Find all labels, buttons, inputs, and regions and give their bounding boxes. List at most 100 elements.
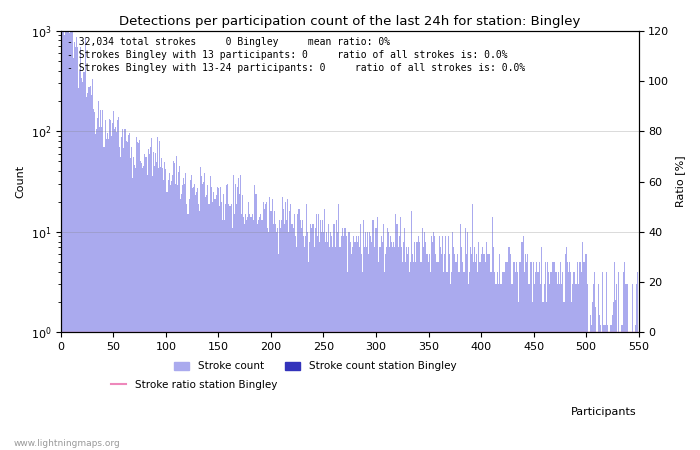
Bar [92, 79, 93, 450]
Bar [287, 199, 288, 450]
Bar [285, 202, 286, 450]
Bar [241, 214, 242, 450]
Bar [74, 42, 75, 450]
Bar [407, 254, 408, 450]
Bar [291, 224, 293, 450]
Bar [257, 224, 258, 450]
Bar [228, 204, 230, 450]
Bar [424, 232, 425, 450]
Bar [134, 165, 135, 450]
Bar [310, 224, 312, 450]
Bar [385, 254, 386, 450]
Bar [363, 220, 364, 450]
Bar [614, 262, 615, 450]
Bar [633, 333, 634, 450]
Bar [499, 254, 500, 450]
Bar [542, 302, 543, 450]
Bar [457, 254, 458, 450]
Bar [279, 220, 280, 450]
Bar [466, 254, 467, 450]
Bar [536, 262, 537, 450]
Bar [305, 236, 306, 450]
Bar [368, 254, 369, 450]
Bar [71, 14, 72, 450]
Bar [393, 242, 394, 450]
Bar [253, 185, 255, 450]
Bar [243, 217, 244, 450]
Bar [316, 236, 318, 450]
Bar [524, 254, 526, 450]
Bar [534, 284, 535, 450]
Bar [591, 324, 592, 450]
Bar [142, 168, 144, 450]
Bar [592, 302, 593, 450]
Bar [519, 262, 520, 450]
Text: Participants: Participants [571, 407, 637, 417]
Bar [173, 161, 174, 450]
Stroke ratio station Bingley [321, 330, 329, 335]
Bar [377, 262, 379, 450]
Bar [73, 58, 74, 450]
Bar [354, 242, 356, 450]
Bar [102, 110, 104, 450]
Bar [156, 162, 157, 450]
Bar [96, 129, 97, 450]
Title: Detections per participation count of the last 24h for station: Bingley: Detections per participation count of th… [119, 15, 580, 28]
Bar [169, 185, 171, 450]
Bar [626, 284, 628, 450]
Bar [286, 220, 287, 450]
Stroke ratio station Bingley [58, 330, 66, 335]
Bar [586, 254, 587, 450]
Bar [543, 284, 545, 450]
Bar [122, 129, 123, 450]
Bar [121, 137, 122, 450]
Bar [528, 284, 530, 450]
Bar [451, 272, 452, 450]
Bar [515, 272, 516, 450]
Stroke ratio station Bingley [279, 330, 288, 335]
Bar [321, 232, 322, 450]
Bar [314, 228, 316, 450]
Bar [197, 189, 198, 450]
Bar [638, 333, 639, 450]
Bar [467, 232, 468, 450]
Bar [320, 220, 321, 450]
Bar [283, 209, 284, 450]
Bar [111, 136, 112, 450]
Bar [267, 228, 268, 450]
Bar [160, 167, 161, 450]
Bar [448, 236, 449, 450]
Bar [603, 324, 605, 450]
Bar [226, 185, 228, 450]
Bar [118, 117, 119, 450]
Bar [616, 284, 617, 450]
Bar [388, 232, 389, 450]
Bar [414, 242, 415, 450]
Bar [288, 232, 289, 450]
Bar [402, 242, 404, 450]
Bar [348, 232, 349, 450]
Bar [367, 232, 368, 450]
Bar [136, 137, 137, 450]
Bar [99, 126, 100, 450]
Bar [123, 148, 125, 450]
Bar [242, 195, 243, 450]
Bar [108, 119, 110, 450]
Bar [91, 95, 92, 450]
Bar [474, 248, 475, 450]
Bar [552, 262, 553, 450]
Bar [620, 333, 622, 450]
Bar [138, 143, 139, 450]
Bar [281, 220, 282, 450]
Bar [230, 204, 232, 450]
Bar [276, 228, 278, 450]
Bar [278, 254, 279, 450]
Bar [181, 194, 182, 450]
Bar [117, 120, 118, 450]
Bar [364, 248, 365, 450]
Bar [618, 272, 620, 450]
Bar [372, 220, 373, 450]
Bar [323, 232, 324, 450]
Bar [509, 248, 510, 450]
Bar [112, 123, 113, 450]
